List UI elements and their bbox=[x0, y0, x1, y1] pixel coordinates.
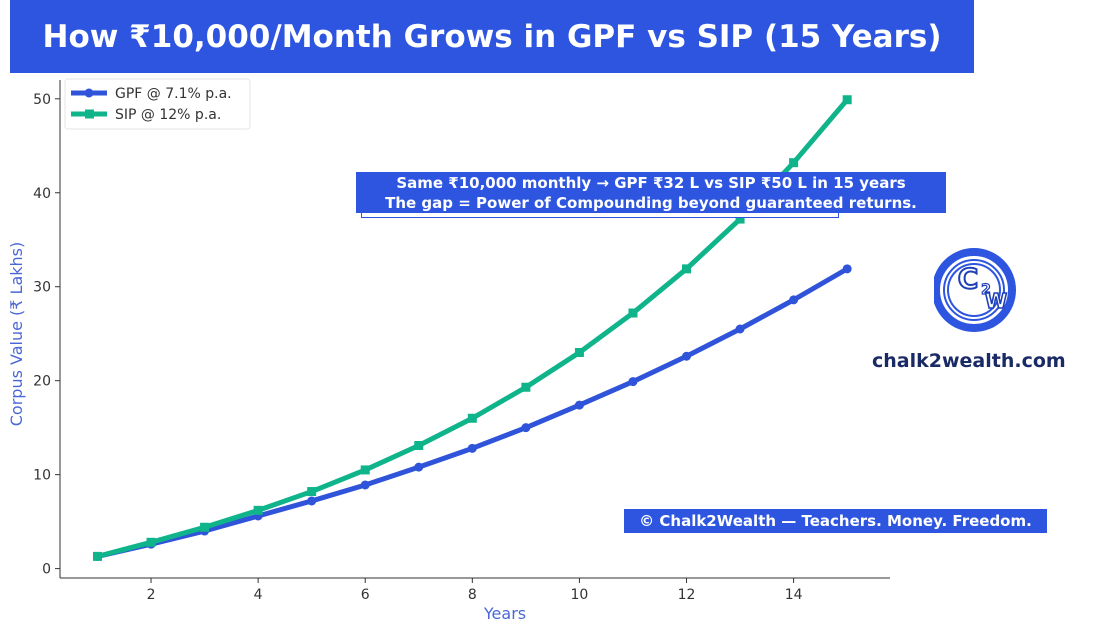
data-point-gpf bbox=[628, 377, 638, 387]
data-point-gpf bbox=[467, 443, 477, 453]
data-point-sip bbox=[521, 382, 531, 392]
data-point-sip bbox=[92, 551, 102, 561]
legend-marker-square bbox=[85, 109, 94, 119]
y-tick-label: 30 bbox=[33, 280, 51, 296]
data-point-sip bbox=[842, 95, 852, 105]
x-tick-label: 8 bbox=[468, 587, 477, 603]
chart-ticks: 0 10 20 30 40 50 2 4 6 8 10 12 14 bbox=[33, 92, 802, 603]
annotation-line-1: Same ₹10,000 monthly → GPF ₹32 L vs SIP … bbox=[396, 174, 906, 192]
copyright-badge: © Chalk2Wealth — Teachers. Money. Freedo… bbox=[624, 509, 1047, 533]
data-point-gpf bbox=[789, 295, 799, 305]
data-point-sip bbox=[574, 347, 584, 357]
y-tick-label: 0 bbox=[42, 562, 51, 578]
data-point-sip bbox=[414, 441, 424, 451]
x-axis-label: Years bbox=[483, 604, 526, 623]
x-tick-label: 12 bbox=[678, 587, 696, 603]
x-tick-label: 4 bbox=[254, 587, 263, 603]
data-point-sip bbox=[146, 537, 156, 547]
y-axis-label: Corpus Value (₹ Lakhs) bbox=[7, 242, 26, 427]
x-tick-label: 14 bbox=[785, 587, 803, 603]
y-tick-label: 10 bbox=[33, 468, 51, 484]
annotation-line-2: The gap = Power of Compounding beyond gu… bbox=[385, 194, 917, 212]
legend-label: GPF @ 7.1% p.a. bbox=[115, 86, 232, 102]
data-point-gpf bbox=[360, 480, 370, 490]
data-point-gpf bbox=[574, 400, 584, 410]
data-point-gpf bbox=[414, 462, 424, 472]
data-point-sip bbox=[467, 413, 477, 423]
chart-title: How ₹10,000/Month Grows in GPF vs SIP (1… bbox=[42, 18, 942, 55]
title-banner: How ₹10,000/Month Grows in GPF vs SIP (1… bbox=[10, 0, 974, 73]
svg-text:2: 2 bbox=[981, 282, 991, 298]
site-url: chalk2wealth.com bbox=[872, 350, 1066, 372]
data-point-sip bbox=[307, 487, 317, 497]
data-point-sip bbox=[200, 522, 210, 532]
legend-marker-circle bbox=[84, 88, 94, 98]
data-point-sip bbox=[682, 264, 692, 274]
data-point-sip bbox=[789, 158, 799, 168]
annotation-shadow bbox=[361, 213, 839, 218]
data-point-sip bbox=[735, 214, 745, 224]
chart-legend: GPF @ 7.1% p.a. SIP @ 12% p.a. bbox=[64, 78, 251, 130]
annotation-box: Same ₹10,000 monthly → GPF ₹32 L vs SIP … bbox=[356, 172, 946, 213]
y-tick-label: 40 bbox=[33, 186, 51, 202]
data-point-gpf bbox=[842, 264, 852, 274]
data-point-sip bbox=[628, 308, 638, 318]
data-point-sip bbox=[253, 505, 263, 515]
legend-label: SIP @ 12% p.a. bbox=[115, 107, 221, 123]
y-tick-label: 20 bbox=[33, 374, 51, 390]
series-line-sip bbox=[94, 97, 850, 559]
data-point-gpf bbox=[682, 351, 692, 361]
data-point-gpf bbox=[307, 496, 317, 506]
x-tick-label: 10 bbox=[571, 587, 589, 603]
x-tick-label: 6 bbox=[361, 587, 370, 603]
svg-text:C: C bbox=[958, 262, 979, 295]
data-point-gpf bbox=[735, 324, 745, 334]
y-tick-label: 50 bbox=[33, 92, 51, 108]
svg-text:W: W bbox=[985, 289, 1007, 313]
chart-axes: Years Corpus Value (₹ Lakhs) bbox=[7, 80, 890, 623]
chart-series bbox=[92, 95, 852, 561]
c2w-logo-icon: C 2 W bbox=[932, 248, 1016, 332]
data-point-sip bbox=[360, 465, 370, 475]
x-tick-label: 2 bbox=[147, 587, 156, 603]
legend-box bbox=[64, 78, 251, 130]
data-point-gpf bbox=[521, 423, 531, 433]
brand-logo: C 2 W bbox=[932, 244, 1020, 336]
